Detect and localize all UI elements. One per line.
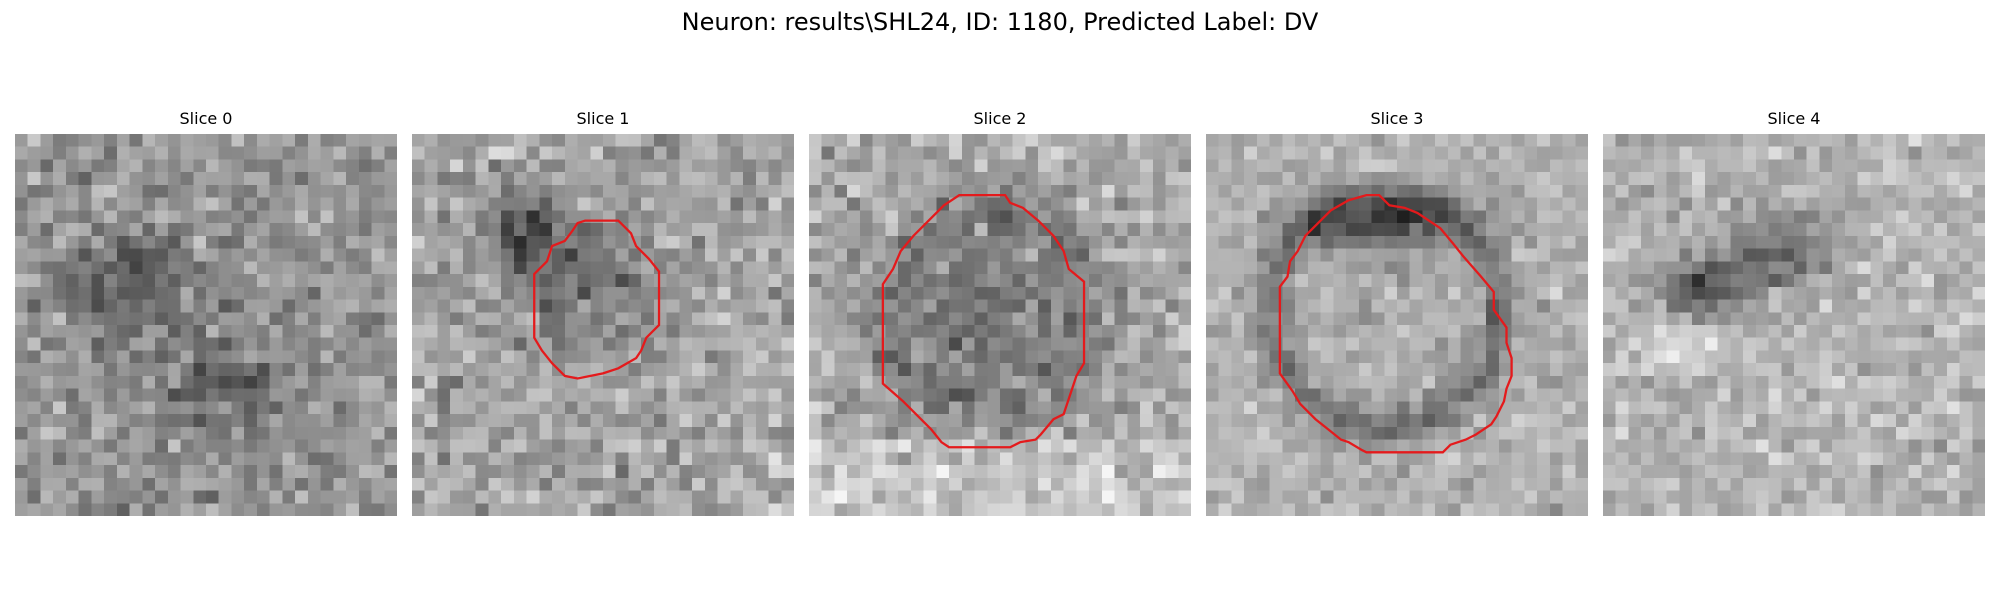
slice-1-roi-contour bbox=[533, 219, 661, 380]
slice-2-image bbox=[809, 134, 1191, 516]
slice-3-title: Slice 3 bbox=[1370, 109, 1424, 128]
slice-2-title: Slice 2 bbox=[973, 109, 1027, 128]
slice-1-title: Slice 1 bbox=[576, 109, 630, 128]
slice-3-pixels bbox=[1206, 134, 1588, 516]
slice-1-pixels bbox=[412, 134, 794, 516]
slice-0-title: Slice 0 bbox=[179, 109, 233, 128]
slice-2-roi-contour bbox=[881, 193, 1086, 449]
slice-0-image bbox=[15, 134, 397, 516]
slice-0-pixels bbox=[15, 134, 397, 516]
slice-1-image bbox=[412, 134, 794, 516]
slice-3-image bbox=[1206, 134, 1588, 516]
slice-4-pixels bbox=[1603, 134, 1985, 516]
slice-2-pixels bbox=[809, 134, 1191, 516]
slice-4-title: Slice 4 bbox=[1767, 109, 1821, 128]
slice-4-image bbox=[1603, 134, 1985, 516]
slice-3-roi-contour bbox=[1278, 193, 1513, 454]
figure-title: Neuron: results\SHL24, ID: 1180, Predict… bbox=[681, 8, 1319, 36]
